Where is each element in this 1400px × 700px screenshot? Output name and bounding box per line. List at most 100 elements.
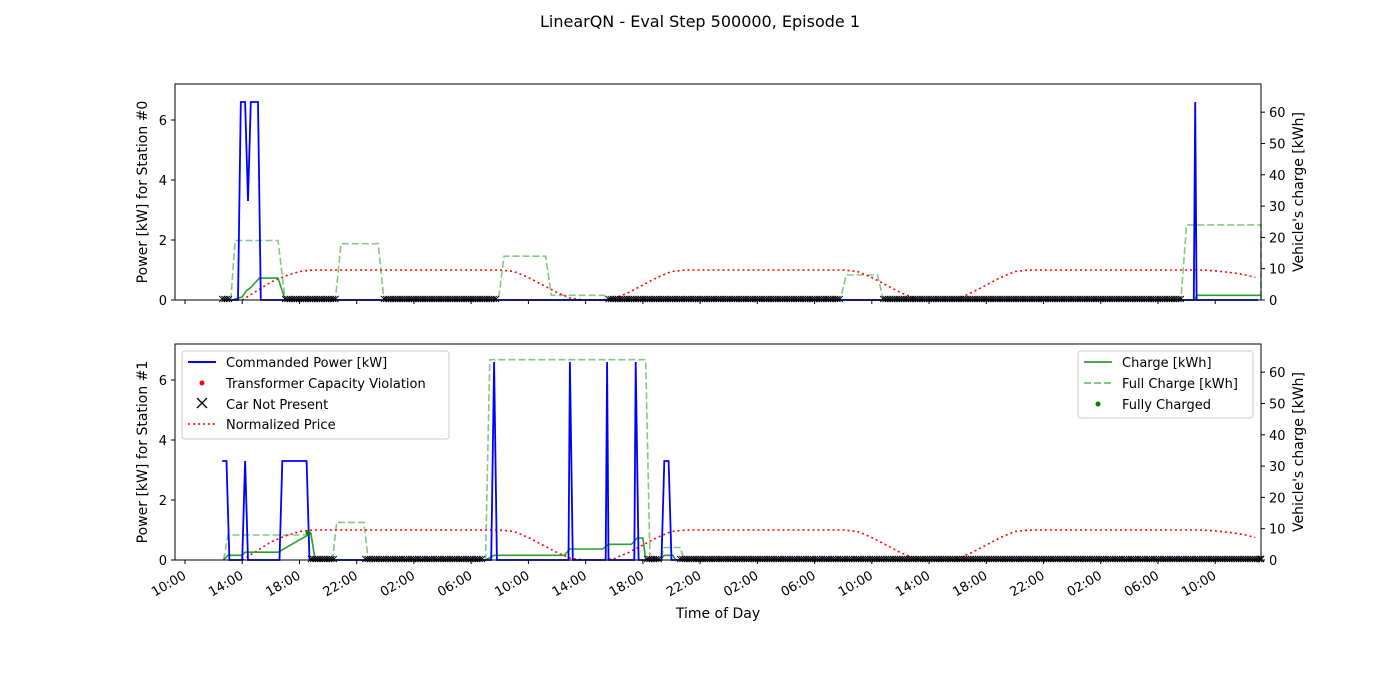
y-right-tick-label: 60: [1269, 366, 1286, 381]
y-right-tick-label: 40: [1269, 169, 1286, 184]
x-tick-label: 14:00: [893, 568, 933, 600]
y-left-tick-label: 6: [159, 374, 167, 389]
y-right-tick-label: 30: [1269, 460, 1286, 475]
x-tick-label: 14:00: [206, 568, 246, 600]
legend-item-full-charge: Full Charge [kWh]: [1084, 377, 1238, 392]
y-left-tick-label: 4: [159, 174, 167, 189]
y-left-tick-label: 0: [159, 294, 167, 309]
station-0-not-present-markers: [605, 295, 844, 303]
y-right-tick-label: 20: [1269, 491, 1286, 506]
station-0-not-present-markers: [380, 295, 500, 303]
legend-item-charge: Charge [kWh]: [1084, 356, 1212, 371]
station-1-not-present-markers: [361, 555, 486, 563]
y-left-tick-label: 6: [159, 114, 167, 129]
x-tick-label: 22:00: [321, 568, 361, 600]
station-1-ylabel-right: Vehicle's charge [kWh]: [1291, 372, 1307, 532]
y-right-tick-label: 0: [1269, 294, 1277, 309]
x-tick-label: 06:00: [1122, 568, 1162, 600]
station-0-not-present-markers: [218, 295, 233, 303]
station-0-charge-kwh-series: [231, 277, 1261, 301]
svg-text:Charge [kWh]: Charge [kWh]: [1122, 356, 1212, 371]
not-present-marker: [330, 555, 338, 563]
station-0-ylabel-left: Power [kW] for Station #0: [135, 101, 151, 284]
station-0-axes-frame: [174, 83, 1262, 301]
legend-right-frame: [1077, 350, 1254, 419]
black-x-icon: [196, 397, 208, 409]
svg-text:Car Not Present: Car Not Present: [226, 398, 328, 413]
x-tick-label: 06:00: [435, 568, 475, 600]
svg-text:Normalized Price: Normalized Price: [226, 418, 336, 433]
not-present-marker: [329, 295, 337, 303]
y-left-tick-label: 2: [159, 494, 167, 509]
station-0-marks: [218, 101, 1262, 303]
x-tick-label: 22:00: [1008, 568, 1048, 600]
station-1-not-present-markers: [307, 555, 338, 563]
station-1-not-present-markers: [676, 555, 1265, 563]
not-present-marker: [836, 295, 844, 303]
station-0-not-present-markers: [879, 295, 1185, 303]
red-dot-icon: [199, 380, 205, 386]
y-left-tick-label: 0: [159, 554, 167, 569]
x-tick-label: 18:00: [607, 568, 647, 600]
not-present-marker: [492, 295, 500, 303]
green-dot-icon: [1095, 401, 1101, 407]
not-present-marker: [653, 555, 660, 563]
legend-item-car-not-present: Car Not Present: [196, 397, 328, 413]
y-right-tick-label: 60: [1269, 106, 1286, 121]
y-left-tick-label: 4: [159, 434, 167, 449]
not-present-marker: [1177, 295, 1185, 303]
station-0-full-charge-kwh-series: [230, 224, 1262, 301]
not-present-marker: [476, 555, 484, 563]
x-tick-label: 02:00: [378, 568, 418, 600]
y-right-tick-label: 0: [1269, 554, 1277, 569]
y-right-tick-label: 40: [1269, 429, 1286, 444]
y-right-tick-label: 10: [1269, 523, 1286, 538]
station-0-commanded-power-kw-series: [227, 101, 1259, 301]
x-tick-label: 14:00: [550, 568, 590, 600]
y-right-tick-label: 50: [1269, 397, 1286, 412]
legend-item-fully-charged: Fully Charged: [1095, 398, 1211, 413]
x-tick-label: 18:00: [264, 568, 304, 600]
x-tick-label: 10:00: [836, 568, 876, 600]
y-right-tick-label: 20: [1269, 231, 1286, 246]
svg-text:Transformer Capacity Violation: Transformer Capacity Violation: [225, 377, 426, 392]
y-right-tick-label: 10: [1269, 263, 1286, 278]
not-present-marker: [655, 555, 662, 563]
x-tick-label: 02:00: [1065, 568, 1105, 600]
legend-item-commanded-power: Commanded Power [kW]: [188, 356, 387, 371]
station-1-normalized-price-series: [241, 529, 1256, 561]
not-present-marker: [1175, 295, 1182, 303]
not-present-marker: [834, 295, 841, 303]
legend-item-transformer-violation: Transformer Capacity Violation: [199, 377, 426, 392]
not-present-marker: [478, 555, 486, 563]
fully-charged-point: [305, 530, 311, 536]
station-0-ylabel-right: Vehicle's charge [kWh]: [1291, 112, 1307, 272]
x-tick-label: 18:00: [950, 568, 990, 600]
station-1-axes-frame: [174, 343, 1262, 561]
not-present-marker: [223, 295, 231, 303]
x-tick-label: 10:00: [492, 568, 532, 600]
not-present-marker: [332, 295, 339, 303]
y-right-tick-label: 50: [1269, 137, 1286, 152]
not-present-marker: [225, 295, 233, 303]
not-present-marker: [328, 555, 335, 563]
svg-text:Commanded Power [kW]: Commanded Power [kW]: [226, 356, 387, 371]
not-present-marker: [490, 295, 498, 303]
x-tick-label: 10:00: [1179, 568, 1219, 600]
x-tick-label: 10:00: [149, 568, 189, 600]
legend-item-normalized-price: Normalized Price: [188, 418, 336, 433]
x-axis-label: Time of Day: [675, 606, 760, 622]
figure-title: LinearQN - Eval Step 500000, Episode 1: [540, 12, 860, 31]
x-tick-label: 22:00: [664, 568, 704, 600]
legend-left: Commanded Power [kW] Transformer Capacit…: [181, 350, 450, 440]
station-1-not-present-markers: [643, 555, 662, 563]
station-1-ylabel-left: Power [kW] for Station #1: [135, 361, 151, 544]
legend-right: Charge [kWh] Full Charge [kWh] Fully Cha…: [1077, 350, 1254, 419]
svg-text:Fully Charged: Fully Charged: [1122, 398, 1211, 413]
y-right-tick-label: 30: [1269, 200, 1286, 215]
x-tick-label: 02:00: [721, 568, 761, 600]
y-left-tick-label: 2: [159, 234, 167, 249]
